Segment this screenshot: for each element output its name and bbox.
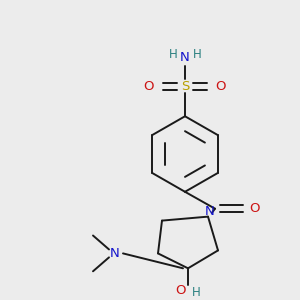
Text: H: H: [169, 48, 177, 61]
Text: N: N: [205, 205, 215, 218]
Text: H: H: [193, 48, 201, 61]
Text: O: O: [216, 80, 226, 93]
Text: O: O: [175, 284, 185, 297]
Text: N: N: [110, 247, 120, 260]
Text: O: O: [249, 202, 259, 215]
Text: H: H: [192, 286, 200, 299]
Text: O: O: [144, 80, 154, 93]
Text: S: S: [181, 80, 189, 93]
Text: N: N: [180, 51, 190, 64]
